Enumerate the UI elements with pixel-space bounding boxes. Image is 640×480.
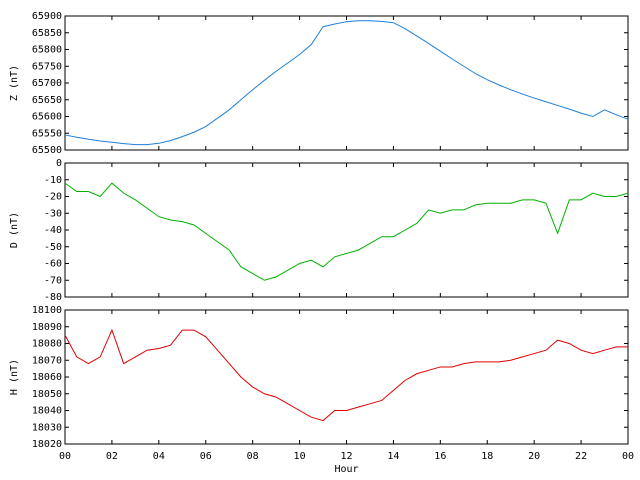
- y-axis-label: Z (nT): [9, 65, 20, 101]
- data-line: [64, 328, 628, 422]
- x-tick-label: 00: [59, 451, 71, 462]
- y-tick-label: -70: [44, 275, 62, 286]
- y-tick-label: 65500: [32, 145, 62, 156]
- y-tick-label: -10: [44, 175, 62, 186]
- y-tick-label: 65650: [32, 95, 62, 106]
- x-tick-label: 12: [340, 451, 352, 462]
- y-tick-label: 65900: [32, 11, 62, 22]
- y-tick-label: -80: [44, 292, 62, 303]
- y-tick-label: 65750: [32, 61, 62, 72]
- y-tick-label: 18050: [32, 389, 62, 400]
- x-tick-label: 20: [528, 451, 540, 462]
- x-tick-label: 10: [294, 451, 306, 462]
- plot-frame: [64, 15, 629, 151]
- plot-frame: [64, 309, 629, 445]
- x-tick-label: 06: [200, 451, 212, 462]
- x-tick-label: 22: [575, 451, 587, 462]
- y-tick-label: 18040: [32, 406, 62, 417]
- y-tick-label: 65700: [32, 78, 62, 89]
- y-tick-label: -20: [44, 192, 62, 203]
- y-tick-label: 65850: [32, 28, 62, 39]
- y-tick-label: 18080: [32, 339, 62, 350]
- x-tick-label: 02: [106, 451, 118, 462]
- y-tick-label: 65600: [32, 112, 62, 123]
- x-tick-label: 16: [434, 451, 446, 462]
- y-axis-label: H (nT): [9, 359, 20, 395]
- y-tick-label: 18070: [32, 355, 62, 366]
- y-tick-label: 18030: [32, 422, 62, 433]
- data-line: [64, 20, 629, 146]
- plot-frame: [64, 162, 629, 298]
- y-tick-label: 65550: [32, 128, 62, 139]
- x-axis-label: Hour: [334, 464, 358, 475]
- y-axis-label: D (nT): [9, 212, 20, 248]
- x-tick-label: 14: [387, 451, 399, 462]
- y-tick-label: -50: [44, 242, 62, 253]
- y-tick-label: -40: [44, 225, 62, 236]
- y-tick-label: 18020: [32, 439, 62, 450]
- x-tick-label: 00: [622, 451, 634, 462]
- y-tick-label: 18100: [32, 305, 62, 316]
- y-tick-label: 65800: [32, 45, 62, 56]
- y-tick-label: -60: [44, 259, 62, 270]
- x-tick-label: 08: [247, 451, 259, 462]
- x-tick-label: 04: [153, 451, 165, 462]
- y-tick-label: 18090: [32, 322, 62, 333]
- data-line: [64, 182, 629, 281]
- y-tick-label: 0: [56, 158, 62, 169]
- x-tick-label: 18: [481, 451, 493, 462]
- y-tick-label: -30: [44, 208, 62, 219]
- y-tick-label: 18060: [32, 372, 62, 383]
